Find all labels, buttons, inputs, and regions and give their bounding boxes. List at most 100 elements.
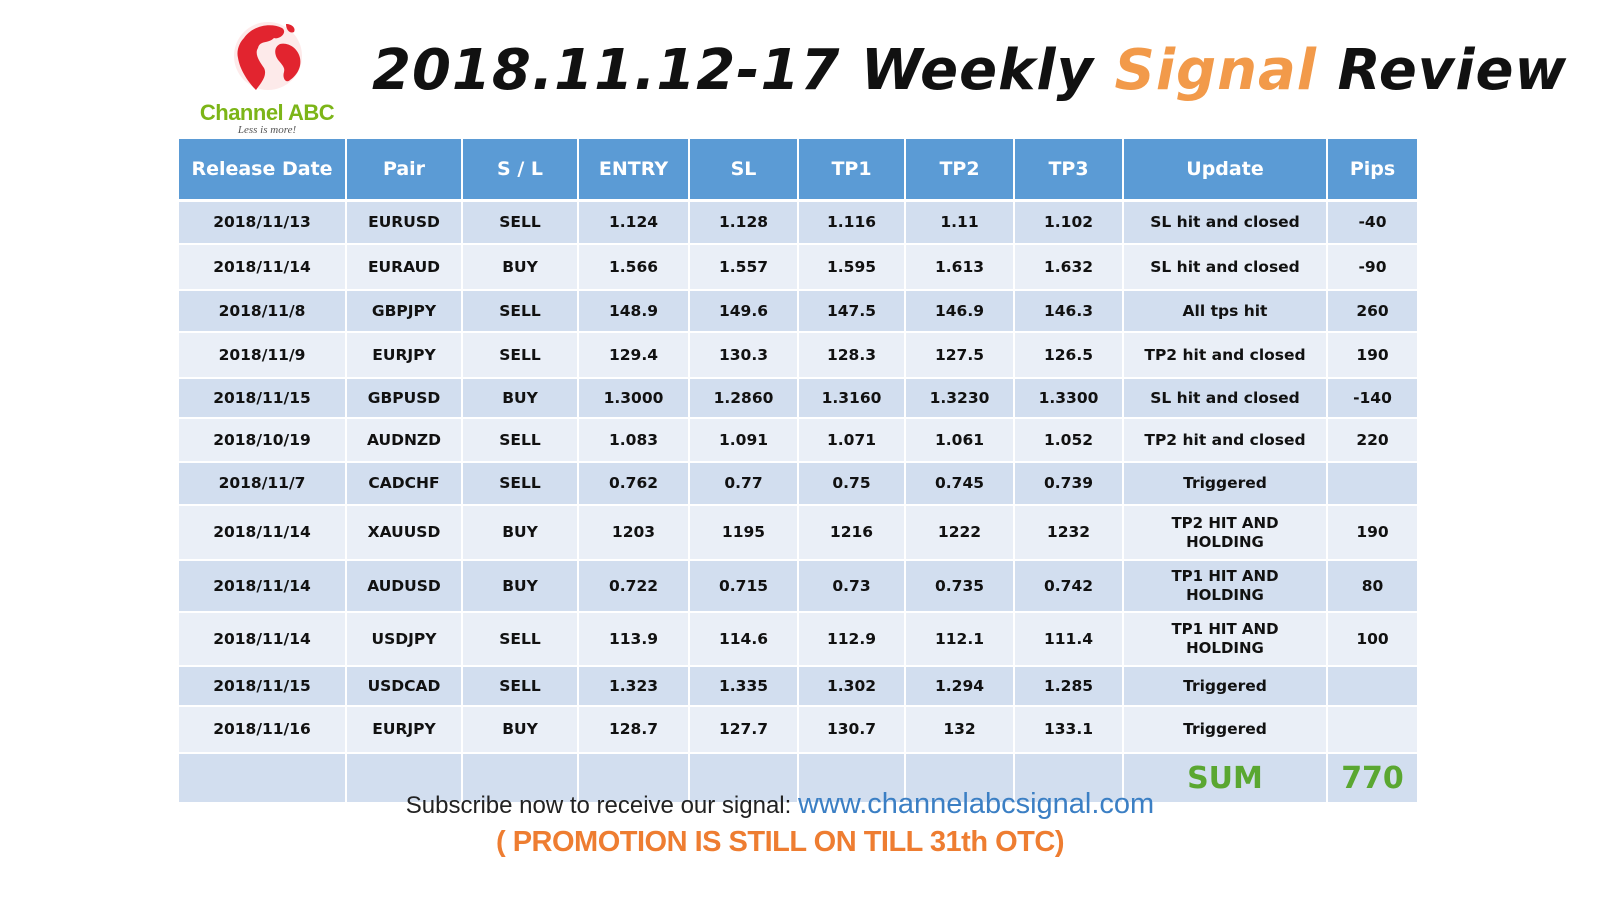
table-cell: 1.3160	[799, 379, 904, 419]
table-cell: All tps hit	[1124, 291, 1326, 333]
column-header: TP3	[1015, 139, 1122, 202]
table-cell: 146.3	[1015, 291, 1122, 333]
sum-label: SUM	[1124, 754, 1326, 804]
table-cell: 1.3300	[1015, 379, 1122, 419]
table-cell: GBPJPY	[347, 291, 461, 333]
column-header: Pips	[1328, 139, 1417, 202]
table-cell: 1.294	[906, 667, 1013, 707]
table-cell: 1203	[579, 506, 688, 561]
sum-row: SUM 770	[179, 754, 1417, 804]
table-cell: 130.3	[690, 333, 797, 379]
table-cell: 1.557	[690, 245, 797, 291]
page-title: 2018.11.12-17 Weekly Signal Review	[372, 38, 1567, 118]
table-cell	[1328, 707, 1417, 754]
title-accent: Signal	[1114, 38, 1317, 103]
table-cell: BUY	[463, 561, 577, 613]
table-cell: 1232	[1015, 506, 1122, 561]
table-cell: 1195	[690, 506, 797, 561]
column-header: Update	[1124, 139, 1326, 202]
table-cell: -40	[1328, 202, 1417, 245]
table-header-row: Release Date Pair S / L ENTRY SL TP1 TP2…	[179, 139, 1417, 202]
table-cell: SELL	[463, 463, 577, 506]
table-cell: 146.9	[906, 291, 1013, 333]
promotion-text: ( PROMOTION IS STILL ON TILL 31th OTC)	[496, 826, 1064, 858]
table-cell: 0.762	[579, 463, 688, 506]
table-cell: 1222	[906, 506, 1013, 561]
table-cell: 129.4	[579, 333, 688, 379]
table-cell	[1328, 667, 1417, 707]
column-header: SL	[690, 139, 797, 202]
table-cell: -140	[1328, 379, 1417, 419]
table-row: 2018/11/15 GBPUSD BUY 1.3000 1.2860 1.3160 1.3…	[179, 379, 1417, 419]
column-header: ENTRY	[579, 139, 688, 202]
table-cell: 113.9	[579, 613, 688, 667]
subscribe-text: Subscribe now to receive our signal:	[405, 792, 798, 819]
table-cell: AUDNZD	[347, 419, 461, 463]
table-cell: 128.3	[799, 333, 904, 379]
table-cell: 0.735	[906, 561, 1013, 613]
table-cell: GBPUSD	[347, 379, 461, 419]
table-cell: 80	[1328, 561, 1417, 613]
table-cell: 1.071	[799, 419, 904, 463]
table-cell: -90	[1328, 245, 1417, 291]
table-cell: SELL	[463, 667, 577, 707]
table-cell: 0.73	[799, 561, 904, 613]
table-cell: 2018/11/14	[179, 506, 345, 561]
table-row: 2018/11/7 CADCHF SELL 0.762 0.77 0.75 0.745 0.7…	[179, 463, 1417, 506]
subscribe-line: Subscribe now to receive our signal: www…	[0, 788, 1560, 821]
table-cell: 132	[906, 707, 1013, 754]
table-cell: 0.715	[690, 561, 797, 613]
table-cell: TP2 hit and closed	[1124, 419, 1326, 463]
table-cell: 1.124	[579, 202, 688, 245]
table-cell: 1.061	[906, 419, 1013, 463]
table-cell: 1.632	[1015, 245, 1122, 291]
table-cell: 112.9	[799, 613, 904, 667]
table-cell: 149.6	[690, 291, 797, 333]
table-cell: SL hit and closed	[1124, 379, 1326, 419]
table-cell: 0.77	[690, 463, 797, 506]
table-cell: 0.722	[579, 561, 688, 613]
table-cell: BUY	[463, 506, 577, 561]
table-cell: 1.102	[1015, 202, 1122, 245]
table-cell: 1.595	[799, 245, 904, 291]
table-cell: TP1 HIT AND HOLDING	[1124, 561, 1326, 613]
table-cell: 1.091	[690, 419, 797, 463]
table-cell: 2018/11/8	[179, 291, 345, 333]
table-cell: 128.7	[579, 707, 688, 754]
table-cell: 1.3000	[579, 379, 688, 419]
table-cell: 100	[1328, 613, 1417, 667]
table-cell: 1.11	[906, 202, 1013, 245]
table-cell: XAUUSD	[347, 506, 461, 561]
table-row: 2018/11/9 EURJPY SELL 129.4 130.3 128.3 127.5 1…	[179, 333, 1417, 379]
table-cell: 1.285	[1015, 667, 1122, 707]
globe-icon	[234, 22, 302, 91]
table-cell: 0.739	[1015, 463, 1122, 506]
column-header: TP1	[799, 139, 904, 202]
column-header: Pair	[347, 139, 461, 202]
title-suffix: Review	[1317, 38, 1568, 103]
table-cell: 2018/11/9	[179, 333, 345, 379]
signal-website-link[interactable]: www.channelabcsignal.com	[797, 788, 1155, 820]
table-cell: TP1 HIT AND HOLDING	[1124, 613, 1326, 667]
table-cell: 1216	[799, 506, 904, 561]
table-cell: USDCAD	[347, 667, 461, 707]
table-cell: 2018/11/14	[179, 561, 345, 613]
table-cell: BUY	[463, 707, 577, 754]
table-row: 2018/11/15 USDCAD SELL 1.323 1.335 1.302 1.294…	[179, 667, 1417, 707]
column-header: Release Date	[179, 139, 345, 202]
column-header: S / L	[463, 139, 577, 202]
table-cell: 130.7	[799, 707, 904, 754]
table-cell: 1.128	[690, 202, 797, 245]
table-cell: 0.745	[906, 463, 1013, 506]
table-row: 2018/11/14 XAUUSD BUY 1203 1195 1216 1222 1232 T…	[179, 506, 1417, 561]
table-cell: 126.5	[1015, 333, 1122, 379]
table-cell: SL hit and closed	[1124, 245, 1326, 291]
logo-tagline: Less is more!	[237, 124, 297, 136]
table-cell: BUY	[463, 379, 577, 419]
table-cell: SELL	[463, 291, 577, 333]
table-cell: EURJPY	[347, 707, 461, 754]
table-cell: 2018/11/16	[179, 707, 345, 754]
signal-table: Release Date Pair S / L ENTRY SL TP1 TP2…	[177, 139, 1419, 804]
table-cell: 2018/11/15	[179, 667, 345, 707]
table-cell: 260	[1328, 291, 1417, 333]
